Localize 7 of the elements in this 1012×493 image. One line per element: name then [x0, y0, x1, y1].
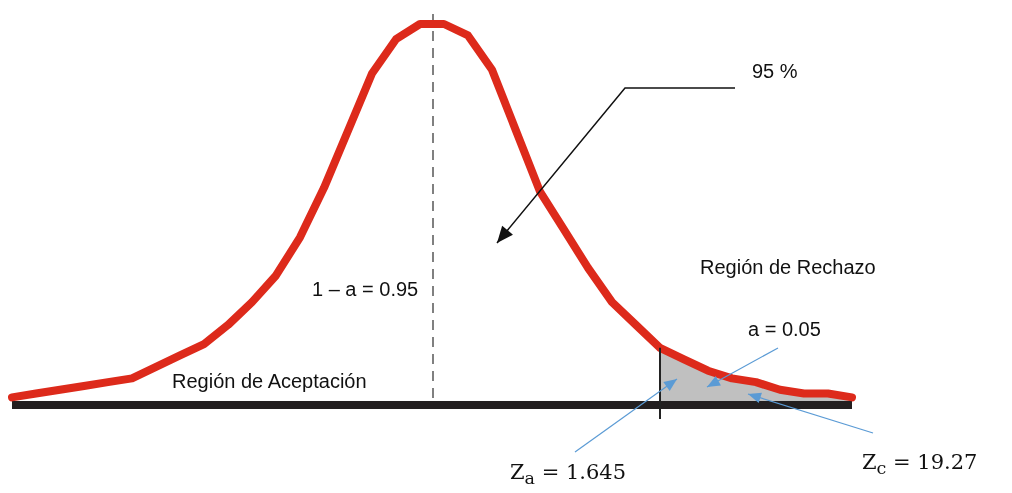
text: Z$_{a}$ = 1.645 [510, 460, 627, 489]
annotation: Región de Aceptación [172, 370, 367, 393]
annotation: Región de Rechazo [700, 256, 876, 279]
annotation: 1 – a = 0.95 [312, 278, 419, 301]
text: Z$_{c}$ = 19.27 [862, 450, 978, 479]
annotation: 95 % [752, 60, 798, 83]
annotation: a = 0.05 [748, 318, 821, 341]
